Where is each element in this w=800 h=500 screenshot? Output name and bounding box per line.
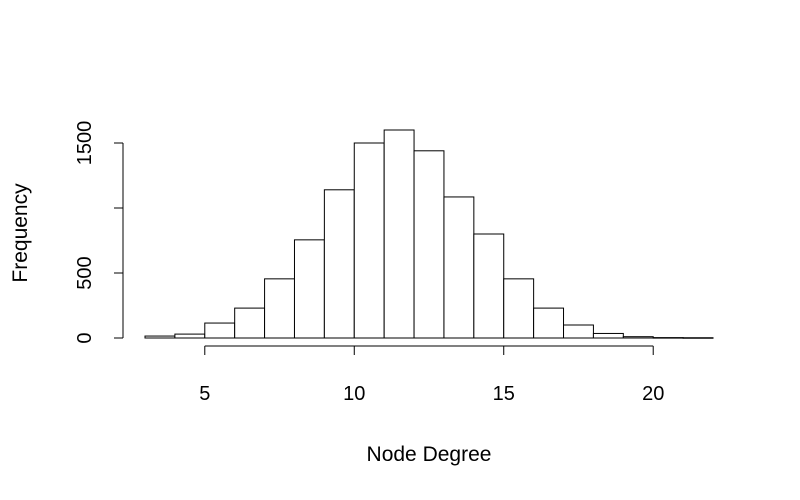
x-tick-label: 15 [493, 383, 515, 405]
x-axis-title: Node Degree [367, 443, 492, 466]
histogram-bar [652, 337, 684, 339]
histogram-bar [353, 142, 385, 339]
histogram-bar [682, 337, 714, 339]
histogram-bar [592, 332, 624, 339]
histogram-bar [563, 324, 594, 339]
histogram-bar [204, 322, 236, 339]
histogram-bar [383, 129, 415, 339]
histogram-bar [622, 336, 654, 339]
y-tick-label: 500 [74, 256, 96, 289]
histogram-bar [293, 239, 325, 339]
histogram-bar [413, 150, 445, 339]
histogram-bar [144, 335, 176, 339]
x-tick-label: 5 [199, 383, 210, 405]
histogram-bar [443, 196, 475, 339]
histogram-bar [533, 307, 565, 339]
y-axis: 0 500 1500 [74, 121, 124, 344]
y-tick-label: 0 [74, 332, 96, 343]
histogram-bar [234, 307, 266, 339]
histogram-bar [264, 278, 295, 339]
x-tick-label: 20 [642, 383, 664, 405]
bars-group [144, 129, 714, 339]
y-axis-title: Frequency [9, 183, 32, 283]
x-tick-label: 10 [343, 383, 365, 405]
y-tick-label: 1500 [74, 121, 96, 166]
histogram-bar [503, 278, 535, 339]
histogram-bar [174, 333, 206, 339]
x-axis: 5 10 15 20 [199, 345, 664, 405]
histogram-bar [473, 233, 505, 339]
histogram-bar [323, 189, 355, 339]
